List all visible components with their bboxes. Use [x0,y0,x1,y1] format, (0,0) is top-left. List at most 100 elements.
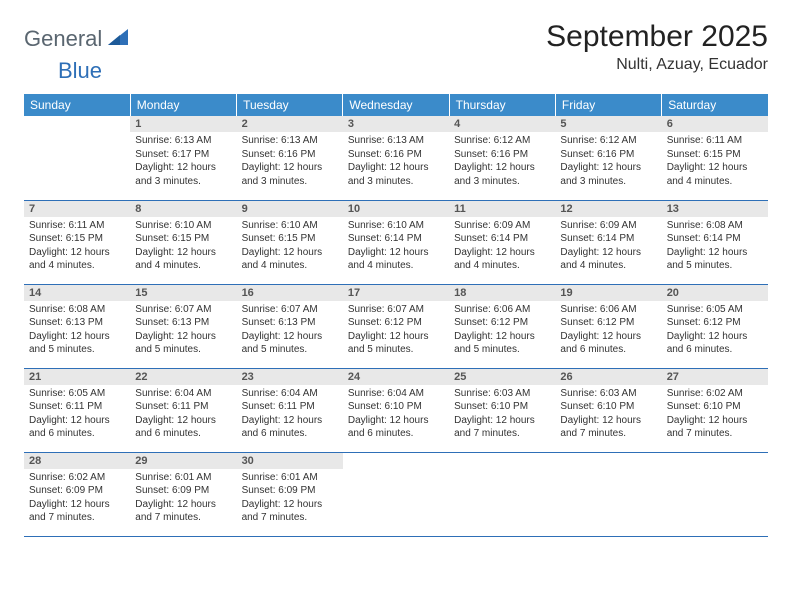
sunset-text: Sunset: 6:12 PM [348,316,444,330]
day-number: 9 [237,201,343,217]
daylight-text: Daylight: 12 hours and 6 minutes. [29,414,125,441]
day-number: 13 [662,201,768,217]
sunset-text: Sunset: 6:10 PM [348,400,444,414]
week-row: 21Sunrise: 6:05 AMSunset: 6:11 PMDayligh… [24,368,768,452]
day-body: Sunrise: 6:12 AMSunset: 6:16 PMDaylight:… [555,132,661,192]
sunrise-text: Sunrise: 6:01 AM [135,471,231,485]
calendar-body: 1Sunrise: 6:13 AMSunset: 6:17 PMDaylight… [24,116,768,536]
day-number: 28 [24,453,130,469]
day-cell: 24Sunrise: 6:04 AMSunset: 6:10 PMDayligh… [343,368,449,452]
daylight-text: Daylight: 12 hours and 5 minutes. [348,330,444,357]
daylight-text: Daylight: 12 hours and 4 minutes. [454,246,550,273]
day-cell: 19Sunrise: 6:06 AMSunset: 6:12 PMDayligh… [555,284,661,368]
sunrise-text: Sunrise: 6:04 AM [242,387,338,401]
sunrise-text: Sunrise: 6:06 AM [560,303,656,317]
day-cell: 15Sunrise: 6:07 AMSunset: 6:13 PMDayligh… [130,284,236,368]
day-body: Sunrise: 6:06 AMSunset: 6:12 PMDaylight:… [555,301,661,361]
daylight-text: Daylight: 12 hours and 5 minutes. [242,330,338,357]
daylight-text: Daylight: 12 hours and 6 minutes. [560,330,656,357]
day-body: Sunrise: 6:11 AMSunset: 6:15 PMDaylight:… [662,132,768,192]
day-cell: 6Sunrise: 6:11 AMSunset: 6:15 PMDaylight… [662,116,768,200]
day-number: 8 [130,201,236,217]
sunrise-text: Sunrise: 6:11 AM [667,134,763,148]
sunset-text: Sunset: 6:14 PM [667,232,763,246]
day-cell: 1Sunrise: 6:13 AMSunset: 6:17 PMDaylight… [130,116,236,200]
sunset-text: Sunset: 6:14 PM [560,232,656,246]
day-body: Sunrise: 6:03 AMSunset: 6:10 PMDaylight:… [555,385,661,445]
day-cell [662,452,768,536]
sunrise-text: Sunrise: 6:01 AM [242,471,338,485]
sunset-text: Sunset: 6:15 PM [667,148,763,162]
sunset-text: Sunset: 6:10 PM [560,400,656,414]
daylight-text: Daylight: 12 hours and 3 minutes. [348,161,444,188]
sunrise-text: Sunrise: 6:08 AM [29,303,125,317]
sunrise-text: Sunrise: 6:12 AM [560,134,656,148]
day-header: Monday [130,94,236,116]
daylight-text: Daylight: 12 hours and 6 minutes. [667,330,763,357]
day-number: 29 [130,453,236,469]
sunset-text: Sunset: 6:09 PM [135,484,231,498]
day-cell: 9Sunrise: 6:10 AMSunset: 6:15 PMDaylight… [237,200,343,284]
day-cell: 26Sunrise: 6:03 AMSunset: 6:10 PMDayligh… [555,368,661,452]
sunset-text: Sunset: 6:09 PM [29,484,125,498]
day-number: 12 [555,201,661,217]
day-number: 5 [555,116,661,132]
day-header: Saturday [662,94,768,116]
day-cell: 17Sunrise: 6:07 AMSunset: 6:12 PMDayligh… [343,284,449,368]
daylight-text: Daylight: 12 hours and 3 minutes. [454,161,550,188]
daylight-text: Daylight: 12 hours and 6 minutes. [348,414,444,441]
day-cell: 30Sunrise: 6:01 AMSunset: 6:09 PMDayligh… [237,452,343,536]
day-header: Tuesday [237,94,343,116]
sunrise-text: Sunrise: 6:02 AM [667,387,763,401]
sunrise-text: Sunrise: 6:02 AM [29,471,125,485]
sunset-text: Sunset: 6:12 PM [667,316,763,330]
daylight-text: Daylight: 12 hours and 3 minutes. [560,161,656,188]
day-cell: 28Sunrise: 6:02 AMSunset: 6:09 PMDayligh… [24,452,130,536]
day-cell: 2Sunrise: 6:13 AMSunset: 6:16 PMDaylight… [237,116,343,200]
sunrise-text: Sunrise: 6:13 AM [348,134,444,148]
day-number: 30 [237,453,343,469]
day-number: 27 [662,369,768,385]
calendar-page: General September 2025 Nulti, Azuay, Ecu… [0,0,792,557]
day-number: 1 [130,116,236,132]
day-body: Sunrise: 6:10 AMSunset: 6:15 PMDaylight:… [237,217,343,277]
title-block: September 2025 Nulti, Azuay, Ecuador [546,20,768,74]
day-number: 6 [662,116,768,132]
sunset-text: Sunset: 6:15 PM [29,232,125,246]
day-body: Sunrise: 6:11 AMSunset: 6:15 PMDaylight:… [24,217,130,277]
logo-word2: Blue [58,58,102,83]
day-number: 21 [24,369,130,385]
sunset-text: Sunset: 6:09 PM [242,484,338,498]
day-body: Sunrise: 6:02 AMSunset: 6:10 PMDaylight:… [662,385,768,445]
daylight-text: Daylight: 12 hours and 5 minutes. [667,246,763,273]
day-cell [555,452,661,536]
daylight-text: Daylight: 12 hours and 7 minutes. [560,414,656,441]
day-body: Sunrise: 6:01 AMSunset: 6:09 PMDaylight:… [130,469,236,529]
daylight-text: Daylight: 12 hours and 7 minutes. [454,414,550,441]
sunrise-text: Sunrise: 6:10 AM [348,219,444,233]
logo: General [24,26,132,52]
day-body: Sunrise: 6:12 AMSunset: 6:16 PMDaylight:… [449,132,555,192]
sunset-text: Sunset: 6:14 PM [348,232,444,246]
day-cell: 14Sunrise: 6:08 AMSunset: 6:13 PMDayligh… [24,284,130,368]
day-header: Thursday [449,94,555,116]
daylight-text: Daylight: 12 hours and 3 minutes. [135,161,231,188]
daylight-text: Daylight: 12 hours and 6 minutes. [242,414,338,441]
month-title: September 2025 [546,20,768,54]
week-row: 14Sunrise: 6:08 AMSunset: 6:13 PMDayligh… [24,284,768,368]
day-number: 3 [343,116,449,132]
day-cell: 8Sunrise: 6:10 AMSunset: 6:15 PMDaylight… [130,200,236,284]
sunset-text: Sunset: 6:14 PM [454,232,550,246]
day-number: 14 [24,285,130,301]
daylight-text: Daylight: 12 hours and 4 minutes. [29,246,125,273]
day-cell: 22Sunrise: 6:04 AMSunset: 6:11 PMDayligh… [130,368,236,452]
sunrise-text: Sunrise: 6:05 AM [667,303,763,317]
sunset-text: Sunset: 6:16 PM [242,148,338,162]
daylight-text: Daylight: 12 hours and 5 minutes. [454,330,550,357]
day-body: Sunrise: 6:06 AMSunset: 6:12 PMDaylight:… [449,301,555,361]
sunrise-text: Sunrise: 6:03 AM [560,387,656,401]
day-body: Sunrise: 6:01 AMSunset: 6:09 PMDaylight:… [237,469,343,529]
day-body: Sunrise: 6:13 AMSunset: 6:16 PMDaylight:… [343,132,449,192]
sunrise-text: Sunrise: 6:13 AM [242,134,338,148]
daylight-text: Daylight: 12 hours and 4 minutes. [348,246,444,273]
